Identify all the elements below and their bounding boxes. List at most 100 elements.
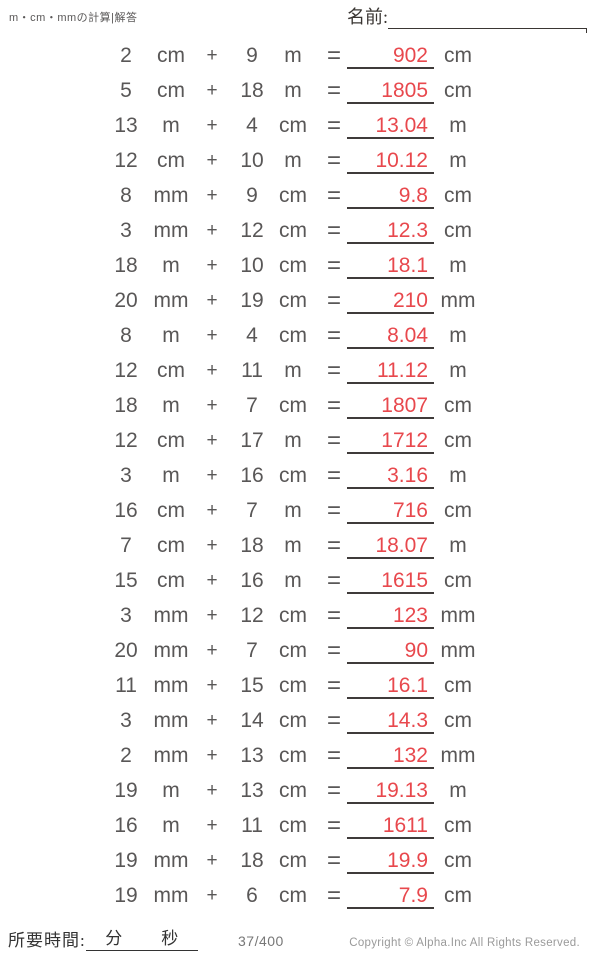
plus-sign: +: [206, 430, 218, 451]
operand2-unit: m: [284, 534, 302, 557]
plus-sign: +: [206, 535, 218, 556]
problem-row: 11 mm + 15 cm = 16.1 cm: [0, 668, 600, 703]
operand1-unit: cm: [157, 429, 185, 452]
operand1-value: 13: [114, 114, 138, 137]
operand1-value: 3: [120, 219, 132, 242]
answer-unit: m: [449, 464, 467, 487]
equals-sign: =: [326, 252, 341, 279]
problem-row: 2 mm + 13 cm = 132 mm: [0, 738, 600, 773]
equals-sign: =: [326, 322, 341, 349]
answer-value: 132: [347, 738, 434, 769]
operand2-value: 18: [240, 79, 264, 102]
answer-unit: cm: [444, 849, 472, 872]
plus-sign: +: [206, 500, 218, 521]
answer-value: 1807: [347, 388, 434, 419]
equals-sign: =: [326, 427, 341, 454]
answer-value: 7.9: [347, 878, 434, 909]
answer-unit: m: [449, 114, 467, 137]
operand1-unit: cm: [157, 359, 185, 382]
operand1-value: 12: [114, 149, 138, 172]
operand2-value: 6: [246, 884, 258, 907]
answer-unit: mm: [440, 639, 476, 662]
name-label: 名前:: [347, 7, 389, 27]
problem-row: 16 cm + 7 m = 716 cm: [0, 493, 600, 528]
page-number: 37/400: [238, 933, 284, 949]
answer-unit: cm: [444, 884, 472, 907]
operand1-value: 19: [114, 849, 138, 872]
equals-sign: =: [326, 882, 341, 909]
operand1-value: 5: [120, 79, 132, 102]
operand1-unit: m: [162, 814, 180, 837]
answer-unit: m: [449, 779, 467, 802]
operand1-unit: cm: [157, 79, 185, 102]
operand2-value: 4: [246, 324, 258, 347]
problem-row: 5 cm + 18 m = 1805 cm: [0, 73, 600, 108]
equals-sign: =: [326, 707, 341, 734]
operand2-unit: cm: [279, 849, 307, 872]
operand1-unit: cm: [157, 569, 185, 592]
equals-sign: =: [326, 287, 341, 314]
problem-row: 3 mm + 14 cm = 14.3 cm: [0, 703, 600, 738]
equals-sign: =: [326, 812, 341, 839]
operand1-value: 3: [120, 604, 132, 627]
problem-list: 2 cm + 9 m = 902 cm 5 cm + 18 m = 1805 c…: [0, 38, 600, 913]
answer-value: 1615: [347, 563, 434, 594]
operand1-unit: m: [162, 324, 180, 347]
answer-value: 13.04: [347, 108, 434, 139]
operand2-unit: cm: [279, 324, 307, 347]
operand2-unit: m: [284, 359, 302, 382]
answer-unit: cm: [444, 394, 472, 417]
answer-value: 716: [347, 493, 434, 524]
seconds-label: 秒: [161, 929, 179, 948]
answer-unit: cm: [444, 569, 472, 592]
operand1-value: 3: [120, 709, 132, 732]
answer-unit: cm: [444, 79, 472, 102]
problem-row: 3 mm + 12 cm = 123 mm: [0, 598, 600, 633]
plus-sign: +: [206, 290, 218, 311]
equals-sign: =: [326, 42, 341, 69]
equals-sign: =: [326, 672, 341, 699]
operand1-value: 16: [114, 814, 138, 837]
operand1-value: 20: [114, 639, 138, 662]
operand1-value: 2: [120, 744, 132, 767]
operand2-unit: cm: [279, 254, 307, 277]
operand1-unit: mm: [153, 219, 189, 242]
answer-value: 12.3: [347, 213, 434, 244]
problem-row: 7 cm + 18 m = 18.07 m: [0, 528, 600, 563]
page-title: m・cm・mmの計算|解答: [9, 12, 138, 24]
operand1-value: 12: [114, 359, 138, 382]
problem-row: 19 mm + 6 cm = 7.9 cm: [0, 878, 600, 913]
operand1-value: 20: [114, 289, 138, 312]
operand1-value: 16: [114, 499, 138, 522]
answer-value: 3.16: [347, 458, 434, 489]
operand1-value: 15: [114, 569, 138, 592]
problem-row: 2 cm + 9 m = 902 cm: [0, 38, 600, 73]
answer-value: 90: [347, 633, 434, 664]
operand2-value: 19: [240, 289, 264, 312]
operand2-value: 9: [246, 184, 258, 207]
answer-unit: m: [449, 149, 467, 172]
operand1-unit: mm: [153, 604, 189, 627]
operand2-unit: cm: [279, 814, 307, 837]
operand1-unit: mm: [153, 884, 189, 907]
answer-value: 9.8: [347, 178, 434, 209]
operand2-unit: m: [284, 569, 302, 592]
equals-sign: =: [326, 77, 341, 104]
operand1-unit: cm: [157, 149, 185, 172]
name-input-line[interactable]: [388, 6, 587, 33]
answer-unit: m: [449, 254, 467, 277]
equals-sign: =: [326, 637, 341, 664]
answer-value: 1611: [347, 808, 434, 839]
time-input-line[interactable]: 分 秒: [85, 924, 198, 951]
answer-unit: mm: [440, 604, 476, 627]
operand2-unit: cm: [279, 639, 307, 662]
equals-sign: =: [326, 777, 341, 804]
copyright-notice: Copyright © Alpha.Inc All Rights Reserve…: [349, 937, 580, 949]
plus-sign: +: [206, 465, 218, 486]
operand2-value: 14: [240, 709, 264, 732]
answer-value: 1805: [347, 73, 434, 104]
problem-row: 16 m + 11 cm = 1611 cm: [0, 808, 600, 843]
answer-unit: cm: [444, 219, 472, 242]
plus-sign: +: [206, 780, 218, 801]
equals-sign: =: [326, 357, 341, 384]
